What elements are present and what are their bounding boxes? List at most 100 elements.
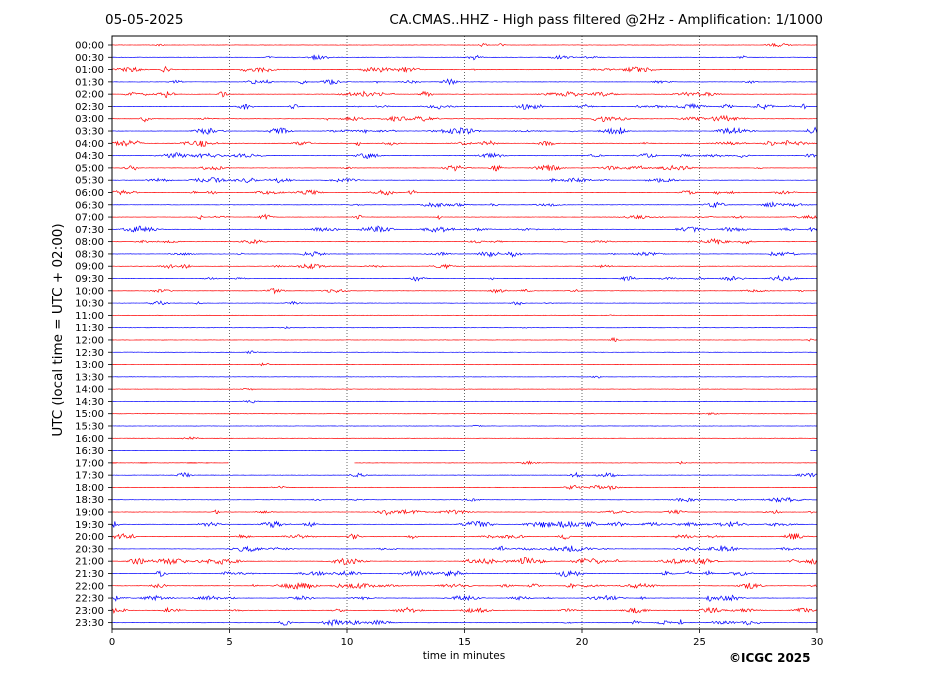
seismic-trace [111,336,818,342]
trace-row [111,237,818,245]
trace-row [111,288,818,295]
y-tick-label: 12:30 [75,348,104,359]
y-tick-label: 21:00 [75,557,104,568]
seismic-trace [111,78,818,86]
seismic-trace [111,436,818,440]
y-tick-label: 12:00 [75,335,104,346]
seismic-trace [111,314,818,316]
y-tick-label: 09:30 [75,274,104,285]
trace-row [111,556,818,566]
trace-row [111,251,817,258]
y-tick-label: 15:00 [75,409,104,420]
y-tick-label: 22:00 [75,581,104,592]
trace-row [111,42,818,48]
y-tick-label: 03:30 [75,127,104,138]
y-tick-label: 05:00 [75,163,104,174]
trace-row [111,201,818,208]
y-tick-label: 11:00 [75,311,104,322]
trace-row [111,496,818,503]
seismic-trace [111,42,818,48]
y-tick-label: 18:00 [75,483,104,494]
trace-row [111,436,818,440]
y-tick-label: 10:30 [75,299,104,310]
trace-row [111,362,818,367]
trace-row [111,114,818,123]
trace-row [111,314,818,316]
x-tick-label: 20 [576,637,589,648]
seismic-trace [111,350,818,354]
seismic-trace [111,201,818,208]
seismic-trace [111,569,818,578]
seismic-trace [111,508,818,516]
seismic-trace [111,225,818,233]
y-tick-label: 09:00 [75,262,104,273]
trace-row [111,471,818,478]
y-tick-label: 11:30 [75,323,104,334]
x-tick-label: 10 [341,637,354,648]
seismic-trace [111,126,818,135]
trace-row [111,594,818,602]
y-tick-label: 14:00 [75,385,104,396]
y-tick-label: 19:00 [75,508,104,519]
trace-row [111,336,818,342]
y-tick-label: 17:30 [75,471,104,482]
seismic-trace [111,606,818,614]
y-tick-label: 15:30 [75,421,104,432]
trace-row [112,388,818,391]
seismic-trace [111,65,817,74]
seismic-trace [111,362,818,367]
trace-row [111,213,818,221]
trace-row [111,300,818,306]
x-tick-label: 5 [226,637,232,648]
trace-row [111,189,818,196]
trace-row [111,263,818,270]
trace-row [111,412,818,416]
seismic-trace [111,496,818,503]
y-tick-label: 19:30 [75,520,104,531]
y-tick-label: 06:00 [75,188,104,199]
y-tick-label: 08:30 [75,249,104,260]
seismic-trace [112,388,818,391]
seismic-trace [111,582,818,590]
seismic-trace [111,619,818,627]
seismic-trace [111,288,818,295]
seismic-trace [111,90,818,98]
trace-row [111,152,818,159]
chart-title: CA.CMAS..HHZ - High pass filtered @2Hz -… [389,12,823,28]
y-tick-label: 21:30 [75,569,104,580]
seismic-trace [111,424,818,427]
trace-row [111,532,818,540]
y-tick-label: 00:00 [75,41,104,52]
trace-row [111,520,818,529]
y-tick-label: 06:30 [75,200,104,211]
x-axis-label: time in minutes [422,650,506,662]
y-tick-label: 05:30 [75,176,104,187]
seismic-trace [111,412,818,416]
trace-row [111,90,818,98]
trace-row [111,274,818,282]
trace-row [111,375,818,379]
x-tick-label: 30 [811,637,824,648]
trace-row [111,460,818,465]
seismic-trace [111,251,817,258]
seismic-trace [111,375,818,379]
trace-row [111,484,818,491]
y-tick-label: 18:30 [75,495,104,506]
y-tick-label: 17:00 [75,458,104,469]
trace-row [111,78,818,86]
seismic-trace [111,177,818,184]
seismic-trace [111,189,818,196]
trace-row [111,126,818,135]
date-label: 05-05-2025 [105,12,184,28]
trace-row [111,65,817,74]
y-tick-label: 02:00 [75,90,104,101]
trace-row [111,139,818,147]
y-tick-label: 01:00 [75,65,104,76]
seismic-trace [111,399,818,404]
seismic-trace [111,102,818,111]
y-tick-label: 20:00 [75,532,104,543]
y-tick-label: 23:00 [75,606,104,617]
seismic-trace [111,471,818,478]
seismic-trace [111,213,818,221]
